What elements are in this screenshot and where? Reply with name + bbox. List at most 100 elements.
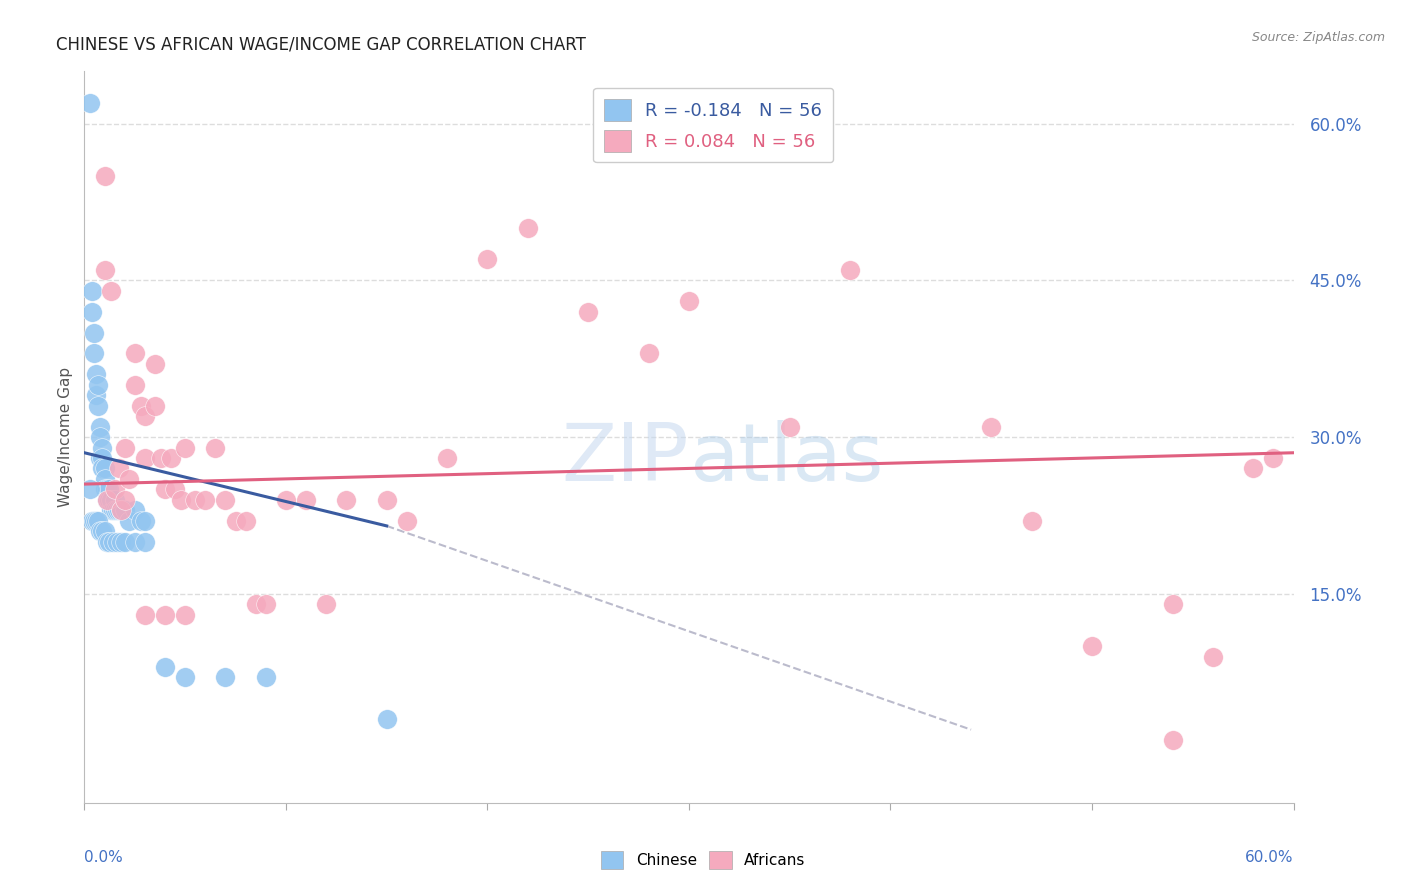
- Point: [1241, 461, 1264, 475]
- Point: [1161, 597, 1184, 611]
- Point: [134, 607, 156, 622]
- Point: [93, 169, 115, 183]
- Point: [91, 524, 114, 538]
- Point: [134, 534, 156, 549]
- Point: [87, 399, 110, 413]
- Point: [153, 607, 176, 622]
- Point: [96, 492, 118, 507]
- Point: [1263, 450, 1285, 465]
- Point: [100, 284, 122, 298]
- Point: [96, 492, 118, 507]
- Point: [1081, 639, 1104, 653]
- Point: [93, 472, 115, 486]
- Point: [114, 492, 136, 507]
- Point: [79, 483, 101, 497]
- Point: [129, 514, 152, 528]
- Point: [170, 492, 193, 507]
- Point: [86, 514, 108, 528]
- Legend: Chinese, Africans: Chinese, Africans: [595, 845, 811, 875]
- Point: [214, 670, 236, 684]
- Point: [110, 534, 132, 549]
- Point: [204, 441, 226, 455]
- Point: [174, 607, 197, 622]
- Point: [101, 503, 124, 517]
- Point: [516, 221, 538, 235]
- Point: [174, 670, 197, 684]
- Point: [235, 514, 257, 528]
- Point: [678, 294, 700, 309]
- Point: [134, 409, 156, 424]
- Point: [143, 357, 166, 371]
- Point: [980, 419, 1002, 434]
- Point: [254, 597, 277, 611]
- Point: [86, 368, 108, 382]
- Point: [114, 503, 136, 517]
- Point: [100, 492, 122, 507]
- Text: ZIP: ZIP: [561, 420, 689, 498]
- Point: [124, 503, 146, 517]
- Point: [105, 503, 128, 517]
- Point: [89, 450, 111, 465]
- Point: [118, 514, 141, 528]
- Point: [637, 346, 659, 360]
- Point: [97, 534, 120, 549]
- Legend: R = -0.184   N = 56, R = 0.084   N = 56: R = -0.184 N = 56, R = 0.084 N = 56: [593, 87, 834, 162]
- Point: [110, 503, 132, 517]
- Point: [160, 450, 183, 465]
- Text: Source: ZipAtlas.com: Source: ZipAtlas.com: [1251, 31, 1385, 45]
- Point: [254, 670, 277, 684]
- Point: [143, 399, 166, 413]
- Point: [184, 492, 207, 507]
- Point: [245, 597, 267, 611]
- Point: [82, 284, 104, 298]
- Point: [165, 483, 187, 497]
- Point: [107, 503, 129, 517]
- Point: [477, 252, 499, 267]
- Point: [83, 326, 105, 340]
- Point: [153, 660, 176, 674]
- Point: [225, 514, 247, 528]
- Point: [105, 534, 128, 549]
- Point: [110, 503, 132, 517]
- Point: [79, 95, 101, 110]
- Point: [86, 388, 108, 402]
- Point: [104, 492, 127, 507]
- Point: [274, 492, 297, 507]
- Point: [97, 483, 120, 497]
- Point: [194, 492, 217, 507]
- Text: 60.0%: 60.0%: [1246, 850, 1294, 865]
- Point: [174, 441, 197, 455]
- Point: [375, 492, 398, 507]
- Point: [576, 304, 599, 318]
- Point: [100, 503, 122, 517]
- Point: [91, 461, 114, 475]
- Point: [149, 450, 172, 465]
- Point: [97, 492, 120, 507]
- Point: [375, 712, 398, 726]
- Point: [124, 377, 146, 392]
- Point: [1021, 514, 1043, 528]
- Text: atlas: atlas: [689, 420, 883, 498]
- Point: [436, 450, 458, 465]
- Point: [96, 534, 118, 549]
- Point: [101, 534, 124, 549]
- Point: [82, 304, 104, 318]
- Point: [1202, 649, 1225, 664]
- Point: [87, 377, 110, 392]
- Point: [315, 597, 337, 611]
- Point: [118, 472, 141, 486]
- Point: [1161, 733, 1184, 747]
- Point: [91, 441, 114, 455]
- Point: [107, 461, 129, 475]
- Point: [124, 346, 146, 360]
- Point: [335, 492, 357, 507]
- Point: [395, 514, 418, 528]
- Point: [89, 419, 111, 434]
- Point: [91, 450, 114, 465]
- Point: [83, 346, 105, 360]
- Point: [96, 483, 118, 497]
- Point: [87, 514, 110, 528]
- Point: [295, 492, 318, 507]
- Point: [839, 263, 862, 277]
- Point: [93, 483, 115, 497]
